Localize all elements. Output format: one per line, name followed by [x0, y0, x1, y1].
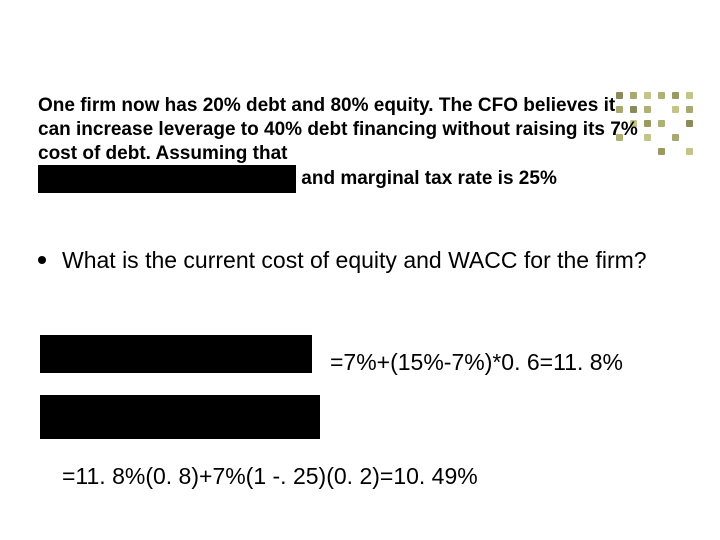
question-text: What is the current cost of equity and W…: [62, 246, 647, 275]
deco-dot: [686, 106, 693, 113]
deco-dot: [672, 106, 679, 113]
equation-cost-of-equity: =7%+(15%-7%)*0. 6=11. 8%: [330, 349, 623, 376]
question-bullet: What is the current cost of equity and W…: [38, 246, 658, 275]
problem-statement-part2: and marginal tax rate is 25%: [301, 168, 557, 189]
redaction-block-1: [40, 335, 312, 373]
deco-dot: [658, 92, 665, 99]
deco-dot: [686, 120, 693, 127]
redaction-inline: [38, 165, 296, 193]
deco-dot: [672, 134, 679, 141]
deco-dot: [658, 148, 665, 155]
deco-dot: [658, 120, 665, 127]
deco-dot: [686, 92, 693, 99]
redaction-block-2: [40, 395, 320, 439]
deco-dot: [686, 148, 693, 155]
problem-statement-part1: One firm now has 20% debt and 80% equity…: [38, 95, 638, 164]
slide: One firm now has 20% debt and 80% equity…: [0, 0, 720, 540]
equation-wacc: =11. 8%(0. 8)+7%(1 -. 25)(0. 2)=10. 49%: [62, 463, 478, 490]
bullet-icon: [38, 256, 46, 264]
deco-dot: [672, 92, 679, 99]
problem-statement: One firm now has 20% debt and 80% equity…: [38, 94, 648, 193]
